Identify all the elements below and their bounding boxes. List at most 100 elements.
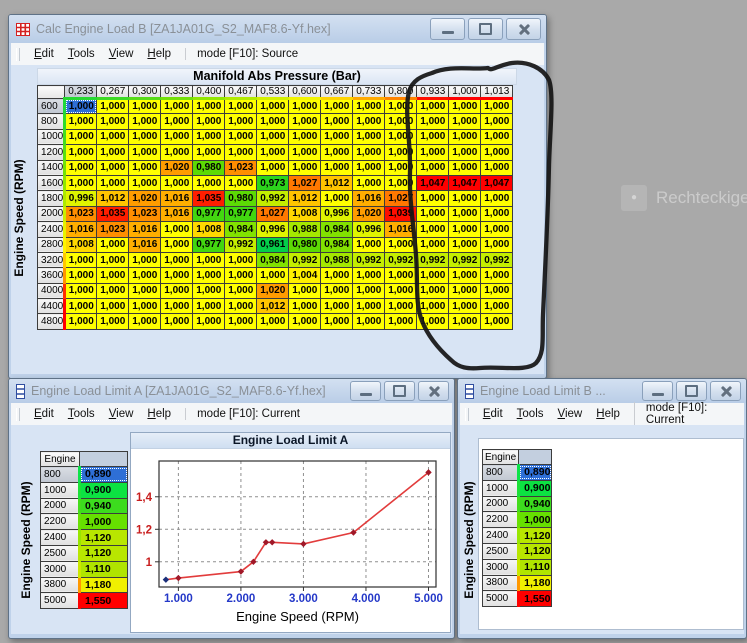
load-cell[interactable]: 1,000 [480,113,514,130]
load-cell[interactable]: 1,000 [480,298,514,315]
load-cell[interactable]: 1,000 [480,205,514,223]
load-cell[interactable]: 0,980 [192,159,226,176]
load-cell[interactable]: 1,016 [128,236,162,253]
load-cell[interactable]: 1,035 [96,205,130,223]
load-cell[interactable]: 1,000 [480,190,514,207]
load-cell[interactable]: 1,000 [96,113,130,130]
load-cell[interactable]: 1,039 [384,205,418,223]
load-cell[interactable]: 1,016 [352,190,386,207]
load-cell[interactable]: 1,000 [288,298,322,315]
load-cell[interactable]: 1,000 [288,159,322,176]
load-cell[interactable]: 1,000 [64,251,98,269]
rpm-row-header[interactable]: 1800 [36,190,67,207]
load-cell[interactable]: 1,000 [448,144,482,161]
load-cell[interactable]: 1,000 [64,128,98,146]
rpm-row-header[interactable]: 2400 [40,529,81,546]
load-cell[interactable]: 1,000 [160,221,194,238]
load-cell[interactable]: 1,000 [192,267,226,284]
load-cell[interactable]: 1,008 [64,236,98,253]
load-cell[interactable]: 1,020 [256,282,290,300]
load-cell[interactable]: 1,000 [224,282,258,300]
menu-item-tools[interactable]: Tools [67,408,95,420]
load-cell[interactable]: 0,992 [288,251,322,269]
load-cell[interactable]: 1,000 [352,97,386,115]
rpm-row-header[interactable]: 4800 [36,313,67,330]
load-cell[interactable]: 1,000 [288,282,322,300]
load-cell[interactable]: 1,000 [448,282,482,300]
load-cell[interactable]: 1,012 [256,298,290,315]
load-cell[interactable]: 0,984 [320,236,354,253]
load-cell[interactable]: 1,000 [384,159,418,176]
menu-item-edit[interactable]: Edit [34,48,54,60]
load-cell[interactable]: 1,000 [416,205,450,223]
rpm-row-header[interactable]: 2400 [36,221,67,238]
load-cell[interactable]: 1,000 [352,282,386,300]
menu-item-view[interactable]: View [108,48,134,60]
load-cell[interactable]: 1,000 [160,236,194,253]
load-cell[interactable]: 1,000 [256,267,290,284]
rpm-row-header[interactable]: 1000 [40,481,81,499]
menu-item-edit[interactable]: Edit [34,408,54,420]
load-cell[interactable]: 1,000 [480,221,514,238]
load-cell[interactable]: 1,000 [224,113,258,130]
load-cell[interactable]: 1,000 [96,159,130,176]
pressure-col-header[interactable]: 1,013 [480,85,514,100]
load-cell[interactable]: 1,000 [160,97,194,115]
load-cell[interactable]: 1,000 [160,174,194,192]
load-cell[interactable]: 1,000 [96,144,130,161]
rpm-row-header[interactable]: 2200 [481,511,521,529]
load-cell[interactable]: 1,000 [384,174,418,192]
load-cell[interactable]: 0,961 [256,236,290,253]
load-cell[interactable]: 0,984 [224,221,258,238]
load-cell[interactable]: 1,000 [224,298,258,315]
load-cell[interactable]: 1,012 [96,190,130,207]
rpm-row-header[interactable]: 800 [481,464,521,481]
load-cell[interactable]: 1,000 [96,236,130,253]
load-cell[interactable]: 1,000 [64,298,98,315]
load-cell[interactable]: 1,000 [160,267,194,284]
load-cell[interactable]: 1,000 [416,313,450,330]
titlebar[interactable]: Engine Load Limit B ... [458,379,746,403]
load-cell[interactable]: 1,000 [128,313,162,330]
load-cell[interactable]: 1,000 [256,144,290,161]
selected-limit-cell[interactable]: 0,890 [518,464,553,481]
load-cell[interactable]: 1,000 [352,267,386,284]
load-cell[interactable]: 1,000 [128,282,162,300]
load-cell[interactable]: 1,000 [128,267,162,284]
menu-item-help[interactable]: Help [147,408,172,420]
load-cell[interactable]: 1,012 [320,174,354,192]
menu-item-view[interactable]: View [557,408,583,420]
load-cell[interactable]: 1,047 [480,174,514,192]
load-cell[interactable]: 1,000 [384,282,418,300]
rpm-row-header[interactable]: 3800 [481,574,521,592]
load-cell[interactable]: 1,000 [480,313,514,330]
load-cell[interactable]: 1,000 [416,267,450,284]
load-cell[interactable]: 1,000 [128,298,162,315]
load-cell[interactable]: 1,000 [224,144,258,161]
load-cell[interactable]: 0,980 [288,236,322,253]
load-cell[interactable]: 1,000 [128,128,162,146]
load-cell[interactable]: 1,023 [64,205,98,223]
limit-cell[interactable]: 1,120 [79,544,128,562]
rpm-row-header[interactable]: 2800 [36,236,67,253]
toolbar-gripper[interactable] [16,47,20,61]
load-cell[interactable]: 1,000 [64,113,98,130]
load-cell[interactable]: 1,000 [128,113,162,130]
rpm-row-header[interactable]: 5000 [40,592,81,610]
load-cell[interactable]: 1,000 [352,174,386,192]
load-cell[interactable]: 1,000 [256,159,290,176]
load-cell[interactable]: 1,000 [256,128,290,146]
data-point-marker[interactable] [425,469,432,476]
pressure-col-header[interactable]: 0,933 [416,85,450,100]
load-cell[interactable]: 1,000 [320,113,354,130]
pressure-col-header[interactable]: 0,300 [128,85,162,100]
rpm-row-header[interactable]: 2400 [481,527,521,544]
limit-cell[interactable]: 1,110 [79,560,128,578]
load-cell[interactable]: 0,977 [192,236,226,253]
limit-cell[interactable]: 0,900 [518,479,553,497]
load-cell[interactable]: 1,000 [480,97,514,115]
load-cell[interactable]: 0,996 [64,190,98,207]
rpm-row-header[interactable]: 2500 [481,542,521,560]
limit-cell[interactable]: 1,550 [79,592,128,610]
rpm-row-header[interactable]: 3800 [40,576,81,594]
